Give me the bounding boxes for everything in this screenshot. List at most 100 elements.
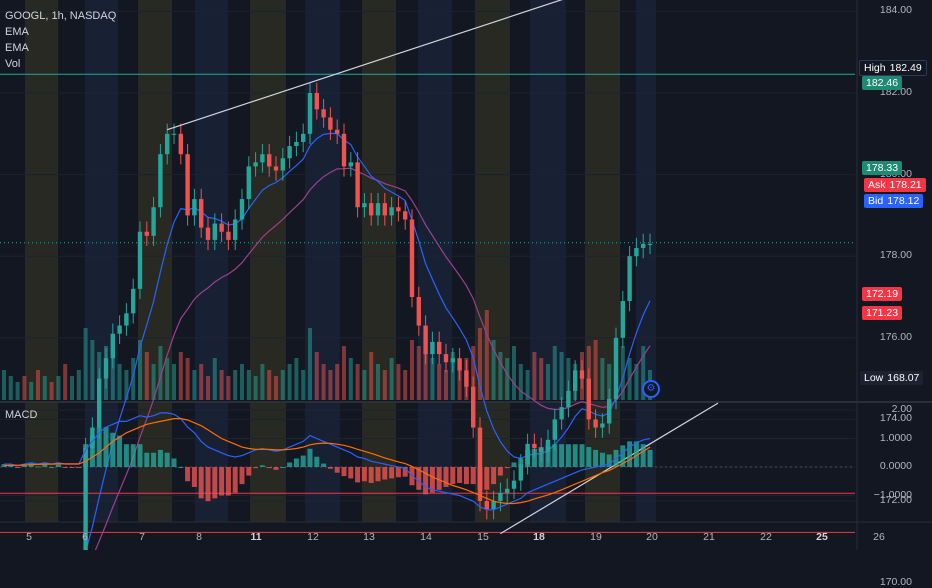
candle-body (151, 207, 156, 236)
macd-histogram-bar (185, 467, 191, 482)
volume-bar (382, 370, 387, 400)
volume-bar (362, 370, 367, 400)
candle-body (83, 447, 88, 550)
volume-bar (280, 370, 285, 400)
macd-histogram-bar (83, 444, 89, 467)
ask-value: 178.21 (889, 179, 922, 191)
candle-body (144, 231, 149, 236)
macd-histogram-bar (497, 467, 503, 476)
volume-bar (457, 364, 462, 400)
macd-histogram-bar (620, 445, 626, 467)
candle-body (212, 223, 217, 240)
macd-histogram-bar (429, 467, 435, 493)
volume-bar (328, 370, 333, 400)
macd-histogram-bar (518, 458, 524, 467)
candle-body (185, 154, 190, 216)
macd-histogram-bar (477, 467, 483, 490)
macd-label[interactable]: MACD (5, 409, 38, 421)
ema-fast-label[interactable]: EMA (5, 26, 29, 38)
candle-body (511, 480, 517, 489)
macd-histogram-bar (157, 449, 163, 467)
macd-histogram-bar (307, 448, 313, 467)
candle-body (498, 492, 503, 501)
volume-bar (90, 340, 95, 400)
candle-body (382, 203, 387, 216)
volume-bar (83, 328, 88, 400)
macd-histogram-bar (49, 467, 55, 468)
volume-bar (76, 370, 81, 400)
candle-body (634, 248, 639, 257)
volume-bar (287, 364, 292, 400)
settings-icon[interactable]: ⚙ (642, 380, 660, 398)
macd-histogram-bar (225, 467, 231, 496)
candle-body (348, 162, 353, 167)
candle-body (233, 219, 238, 240)
macd-histogram-bar (327, 467, 333, 469)
high-key: High (864, 62, 886, 74)
last-price-label: 178.33 (862, 161, 903, 175)
macd-histogram-bar (389, 467, 395, 479)
volume-bar (185, 358, 190, 400)
volume-bar (484, 310, 489, 400)
macd-histogram-bar (205, 467, 211, 502)
macd-histogram-bar (355, 467, 361, 483)
price-tick: 184.00 (879, 4, 912, 17)
symbol-title[interactable]: GOOGL, 1h, NASDAQ (5, 10, 117, 22)
candle-body (620, 301, 625, 338)
volume-bar (110, 358, 115, 400)
macd-histogram-bar (232, 467, 238, 493)
session-band (250, 402, 286, 522)
candle-body (287, 146, 292, 159)
ema-slow-label[interactable]: EMA (5, 42, 29, 54)
macd-histogram-bar (253, 467, 259, 469)
volume-bar (437, 364, 442, 400)
macd-histogram-bar (443, 467, 449, 487)
candle-body (158, 154, 163, 208)
time-tick: 21 (703, 531, 715, 543)
volume-bar (348, 358, 353, 400)
volume-bar (369, 352, 374, 400)
macd-histogram-bar (538, 447, 544, 467)
macd-histogram-bar (606, 454, 612, 467)
time-tick: 5 (26, 531, 32, 543)
volume-bar (178, 352, 183, 400)
volume-bar (22, 376, 27, 400)
candle-body (423, 325, 428, 355)
candle-body (430, 341, 435, 355)
time-tick: 22 (760, 531, 772, 543)
price-tick: 170.00 (879, 575, 912, 588)
volume-bar (478, 328, 482, 400)
candle-body (355, 162, 360, 208)
macd-histogram-bar (130, 444, 136, 467)
volume-bar (165, 358, 170, 400)
volume-bar (396, 364, 401, 400)
candle-body (314, 93, 319, 110)
candle-body (484, 501, 489, 510)
macd-histogram-bar (402, 467, 408, 477)
volume-bar (219, 370, 224, 400)
price-tick: 174.00 (879, 412, 912, 425)
volume-bar (498, 352, 503, 400)
candle-body (532, 443, 537, 448)
macd-histogram-bar (198, 467, 204, 499)
volume-bar (294, 358, 299, 400)
chart-canvas[interactable] (0, 0, 932, 550)
low-value: 168.07 (887, 372, 920, 384)
macd-histogram-bar (361, 467, 367, 482)
candle-body (137, 231, 143, 289)
volume-label[interactable]: Vol (5, 58, 21, 70)
support2-price-label: 171.23 (862, 306, 903, 320)
volume-bar (56, 376, 61, 400)
macd-histogram-bar (525, 449, 531, 467)
volume-bar (389, 358, 394, 400)
time-tick: 15 (477, 531, 489, 543)
volume-bar (566, 358, 571, 400)
macd-histogram-bar (35, 466, 41, 468)
candle-body (518, 464, 523, 481)
session-band (250, 0, 286, 400)
volume-bar (355, 364, 360, 400)
candle-body (586, 378, 591, 420)
macd-histogram-bar (96, 427, 102, 467)
macd-histogram-bar (382, 467, 388, 480)
volume-bar (29, 382, 34, 400)
